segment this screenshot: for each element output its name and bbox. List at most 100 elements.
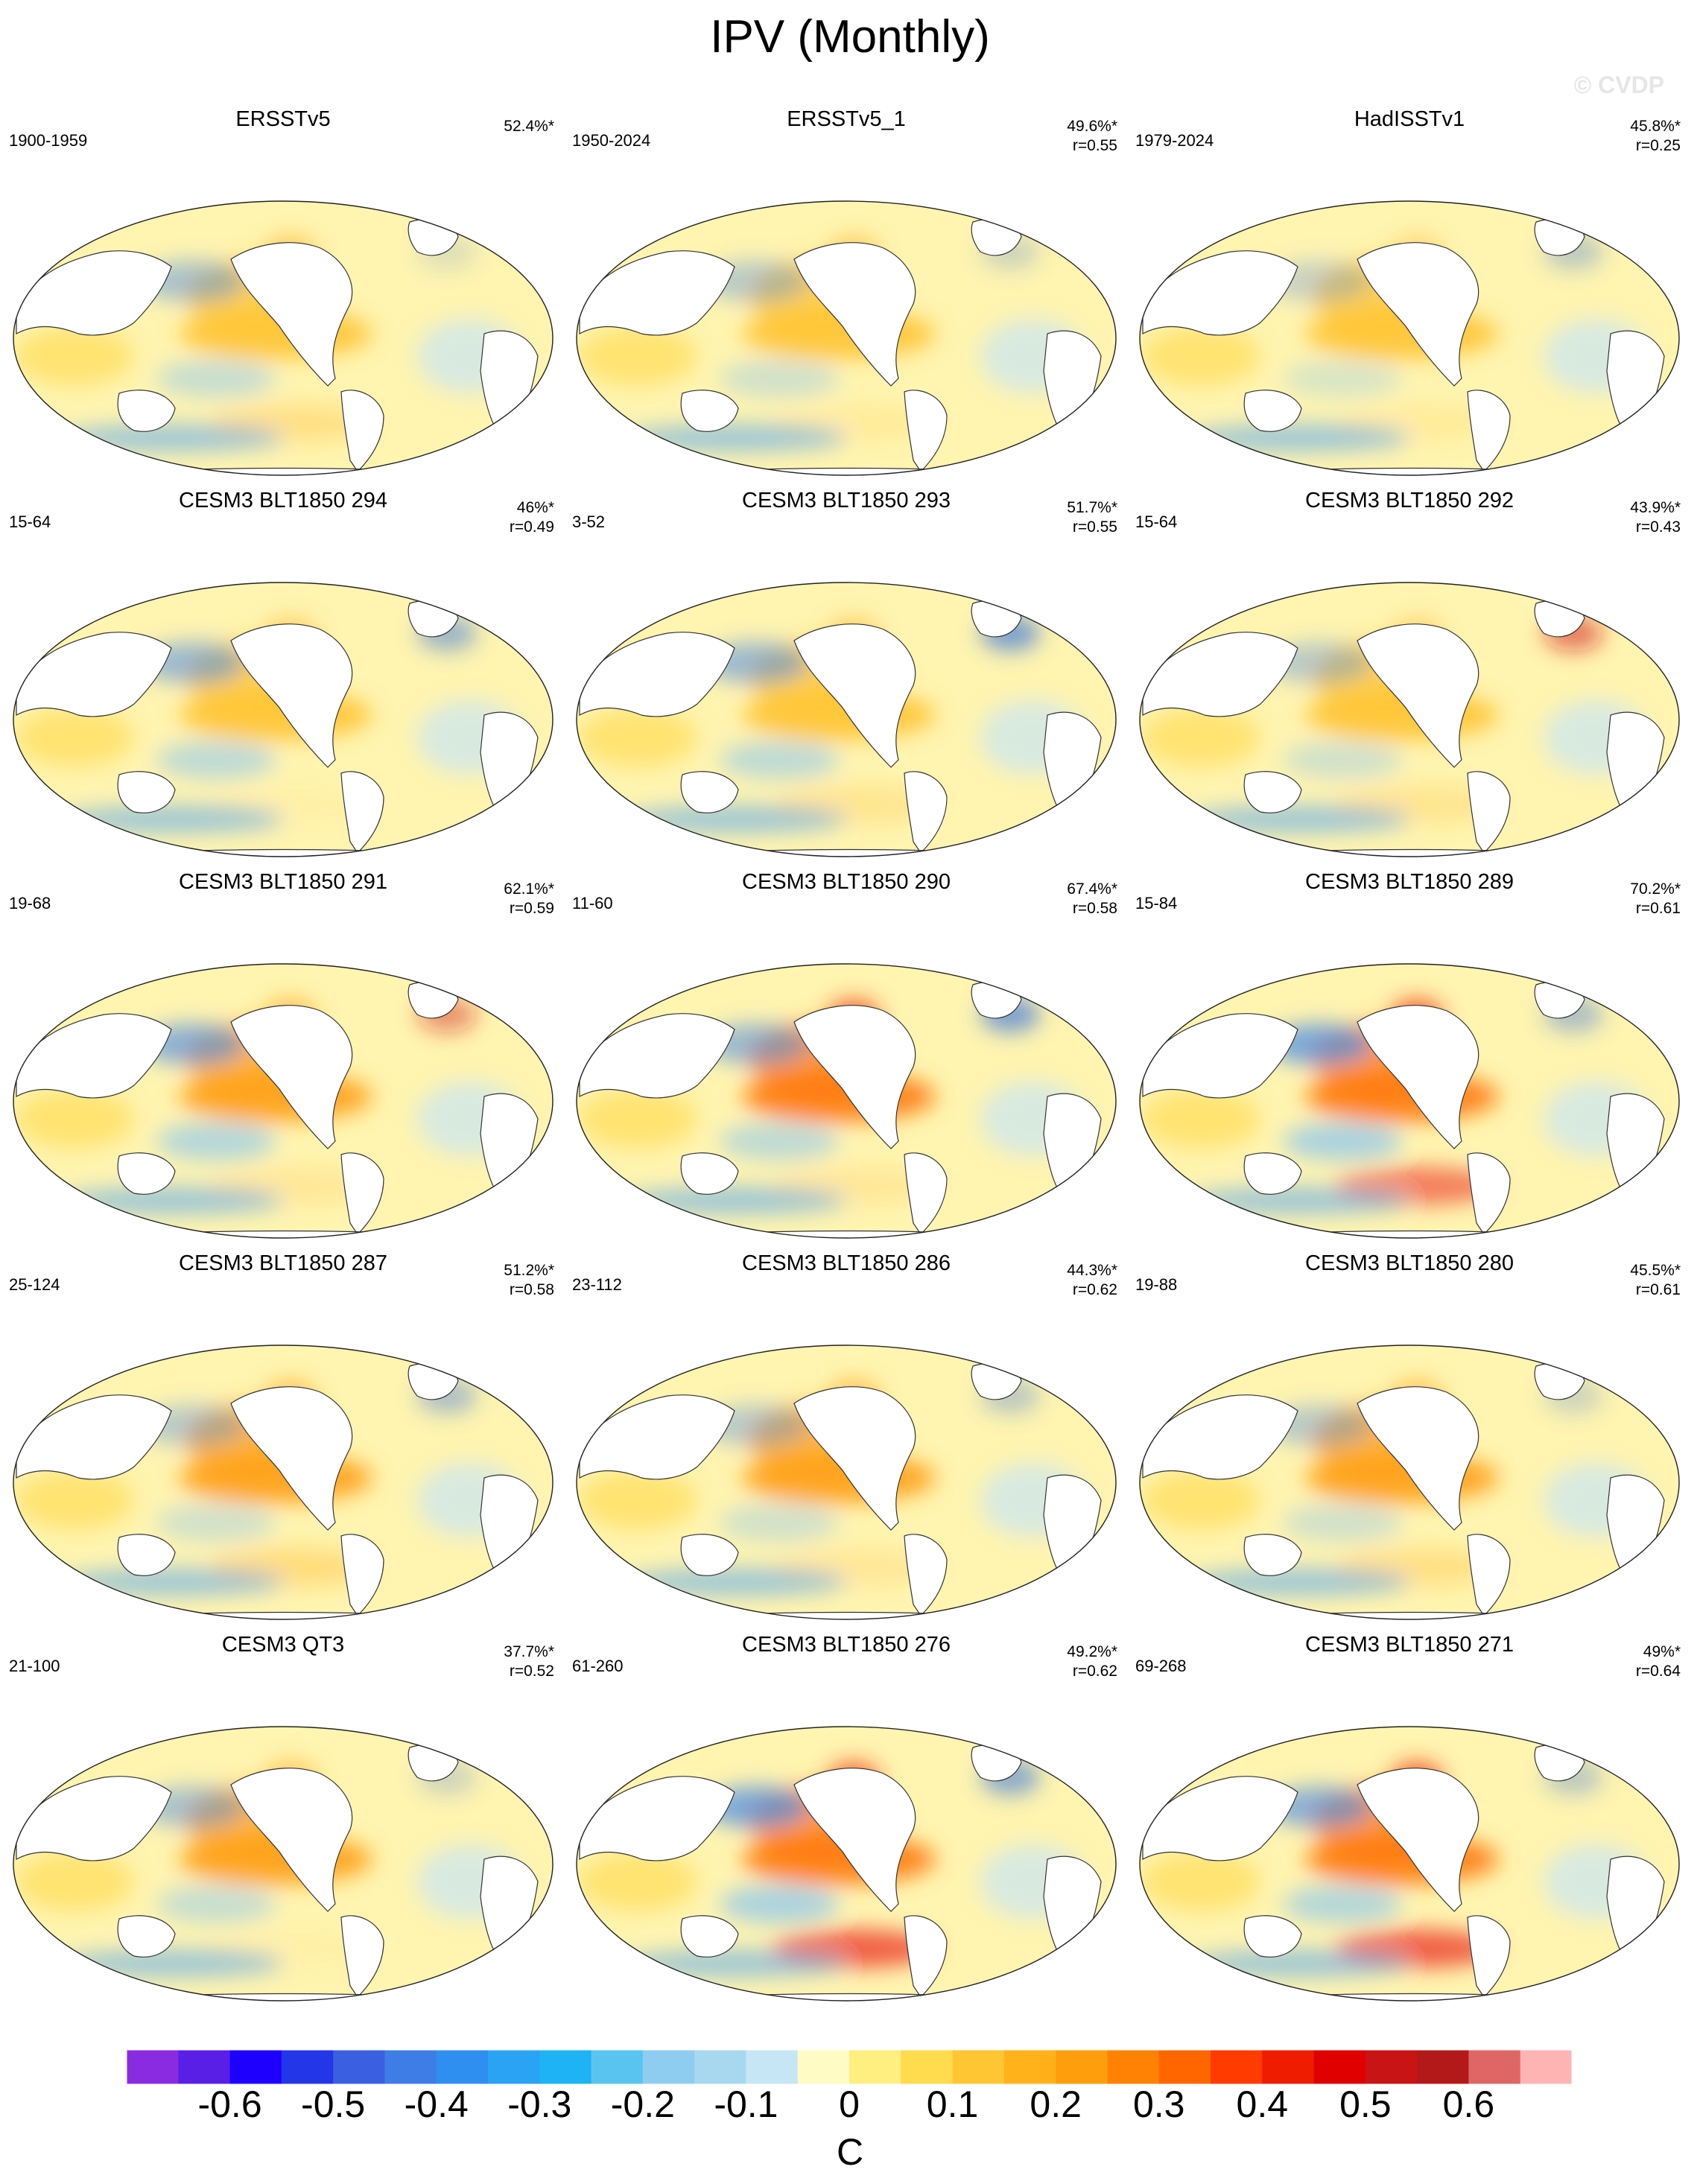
south-pacific-cool-anomaly [156, 1503, 276, 1542]
southern-ocean-cool-band [623, 806, 846, 833]
panel-title: CESM3 QT3 [221, 1633, 345, 1657]
colorbar-swatch [1468, 2050, 1521, 2084]
map-plot [576, 963, 1117, 1239]
eurasia-landmass [579, 632, 735, 717]
colorbar-tick-label: -0.6 [197, 2083, 262, 2125]
north-america-landmass [793, 1768, 916, 1912]
indian-ocean-warm-anomaly [1141, 708, 1260, 767]
panel-variance-percent: 46%* [516, 499, 554, 516]
map-panel: HadISSTv1 1979-2024 45.8%* r=0.25 [1134, 107, 1685, 483]
panel-variance-percent: 52.4%* [504, 118, 554, 135]
colorbar-tick-label: 0 [839, 2083, 860, 2125]
panel-variance-percent: 49.6%* [1067, 118, 1117, 135]
eurasia-landmass [579, 250, 735, 336]
map-outline [13, 582, 554, 857]
north-america-landmass [793, 1005, 916, 1149]
map-outline [576, 200, 1117, 476]
indian-ocean-warm-anomaly [15, 326, 134, 386]
indian-ocean-warm-anomaly [15, 708, 134, 767]
south-america-landmass [1467, 771, 1511, 854]
panel-pattern-correlation: r=0.52 [509, 1663, 554, 1680]
colorbar-ticks: -0.6 -0.5 -0.4 -0.3 -0.2 -0.1 0 0.1 0.2 0.3 0.4 0.5… [0, 2083, 1700, 2127]
panel-variance-percent: 49%* [1643, 1643, 1681, 1660]
colorbar-swatch [1313, 2050, 1366, 2084]
panel-pattern-correlation: r=0.64 [1635, 1663, 1681, 1680]
map-outline [576, 1345, 1117, 1620]
colorbar [127, 2050, 1572, 2084]
colorbar-swatch [229, 2050, 282, 2084]
eurasia-landmass [579, 1013, 735, 1099]
north-america-landmass [793, 1386, 916, 1531]
southern-ocean-cool-band [1186, 1569, 1409, 1596]
panel-period: 23-112 [572, 1275, 622, 1294]
map-plot [13, 582, 554, 857]
panel-pattern-correlation: r=0.61 [1635, 1281, 1681, 1298]
australia-landmass [1243, 390, 1302, 432]
indian-ocean-warm-anomaly [1141, 326, 1260, 386]
north-america-landmass [1357, 242, 1479, 387]
panel-title: ERSSTv5 [235, 107, 331, 131]
panel-title: CESM3 BLT1850 292 [1305, 489, 1514, 512]
colorbar-tick-label: 0.2 [1030, 2083, 1082, 2125]
panel-variance-percent: 45.8%* [1630, 118, 1681, 135]
panel-title: CESM3 BLT1850 271 [1305, 1633, 1514, 1657]
colorbar-swatch [1211, 2050, 1263, 2084]
map-panel: CESM3 BLT1850 289 15-84 70.2%* r=0.61 [1134, 870, 1685, 1245]
eurasia-landmass [16, 250, 172, 336]
colorbar-swatch [1056, 2050, 1108, 2084]
colorbar-swatch [1107, 2050, 1160, 2084]
australia-landmass [117, 390, 176, 432]
australia-landmass [680, 1915, 739, 1958]
map-panel: CESM3 BLT1850 280 19-88 45.5%* r=0.61 [1134, 1251, 1685, 1627]
south-pacific-cool-anomaly [156, 359, 276, 398]
eurasia-landmass [1142, 1776, 1298, 1861]
indian-ocean-warm-anomaly [15, 1089, 134, 1149]
colorbar-tick-label: 0.1 [926, 2083, 979, 2125]
north-america-landmass [230, 1768, 353, 1912]
eurasia-landmass [16, 1394, 172, 1480]
colorbar-swatch [849, 2050, 901, 2084]
north-america-landmass [1357, 1005, 1479, 1149]
eurasia-landmass [579, 1394, 735, 1480]
indian-ocean-warm-anomaly [15, 1852, 134, 1911]
colorbar-swatch [333, 2050, 385, 2084]
figure-title: IPV (Monthly) [710, 11, 990, 63]
southern-ocean-cool-band [623, 1187, 846, 1214]
colorbar-tick-label: -0.5 [301, 2083, 366, 2125]
copyright-watermark: © CVDP [1573, 72, 1664, 98]
panel-title: CESM3 BLT1850 286 [742, 1251, 951, 1275]
south-america-landmass [1467, 1152, 1511, 1235]
colorbar-tick-label: -0.1 [714, 2083, 778, 2125]
south-pacific-cool-anomaly [720, 1885, 839, 1923]
panel-variance-percent: 49.2%* [1067, 1643, 1117, 1660]
eurasia-landmass [16, 1013, 172, 1099]
panel-title: HadISSTv1 [1354, 107, 1465, 131]
south-america-landmass [904, 390, 948, 472]
map-outline [1139, 582, 1680, 857]
colorbar-tick-label: -0.2 [610, 2083, 675, 2125]
panel-period: 3-52 [572, 512, 606, 531]
panel-variance-percent: 45.5%* [1630, 1262, 1681, 1279]
southern-ocean-cool-band [60, 1950, 283, 1977]
panel-variance-percent: 44.3%* [1067, 1262, 1117, 1279]
panel-variance-percent: 51.2%* [504, 1262, 554, 1279]
colorbar-tick-label: 0.6 [1442, 2083, 1495, 2125]
australia-landmass [117, 1915, 176, 1958]
colorbar-swatch [1417, 2050, 1469, 2084]
panel-pattern-correlation: r=0.49 [509, 518, 554, 536]
panel-title: CESM3 BLT1850 287 [179, 1251, 387, 1275]
south-america-landmass [340, 771, 384, 854]
map-plot [576, 1726, 1117, 2002]
panel-title: CESM3 BLT1850 290 [742, 870, 951, 894]
panel-title: CESM3 BLT1850 289 [1305, 870, 1514, 894]
south-pacific-cool-anomaly [1283, 359, 1402, 398]
map-panel: CESM3 BLT1850 271 69-268 49%* r=0.64 [1134, 1633, 1685, 2008]
map-outline [576, 963, 1117, 1239]
panel-pattern-correlation: r=0.58 [509, 1281, 554, 1298]
south-america-landmass [904, 771, 948, 854]
panel-period: 1979-2024 [1135, 131, 1214, 150]
south-pacific-cool-anomaly [1283, 740, 1402, 779]
map-panel: CESM3 BLT1850 293 3-52 51.7%* r=0.55 [571, 489, 1122, 864]
panel-pattern-correlation: r=0.55 [1072, 518, 1117, 536]
map-outline [1139, 1726, 1680, 2002]
